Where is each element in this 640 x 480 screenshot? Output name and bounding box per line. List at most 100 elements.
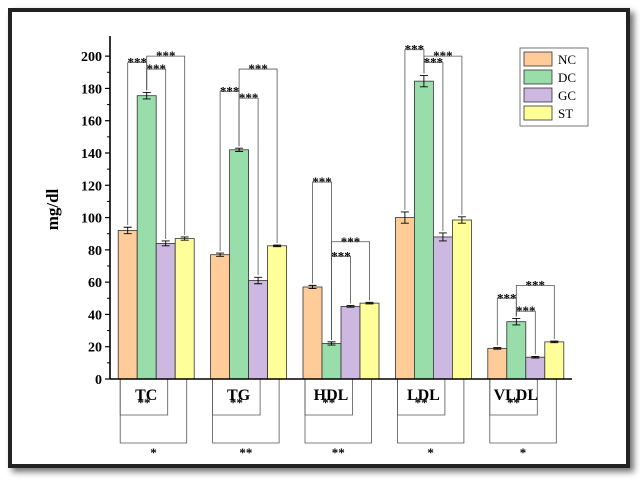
significance-bracket-above [238, 68, 278, 244]
legend-swatch-nc [523, 51, 553, 67]
error-bars-layer [123, 75, 559, 359]
significance-label: *** [526, 277, 546, 292]
significance-bracket-below [212, 379, 280, 444]
bar-gc-ldl [432, 236, 453, 380]
y-tick-label: 100 [81, 212, 102, 227]
significance-bracket-above [146, 55, 186, 235]
error-bar-nc-hdl [308, 284, 317, 290]
bar-st-hdl [359, 302, 380, 380]
bar-st-tc [174, 238, 195, 380]
significance-label: * [427, 445, 434, 460]
error-bar-dc-tc [142, 92, 151, 100]
legend-label-nc: NC [558, 52, 576, 67]
bar-st-ldl [451, 219, 472, 380]
bar-dc-tg [229, 149, 250, 380]
significance-label: *** [220, 84, 240, 99]
legend-label-dc: DC [558, 70, 576, 85]
bar-nc-vldl [487, 347, 508, 380]
error-bar-nc-tg [216, 252, 225, 257]
error-bar-gc-ldl [438, 232, 447, 242]
legend-label-st: ST [558, 106, 573, 121]
error-bar-st-tc [180, 236, 189, 241]
x-tick-label-vldl: VLDL [494, 387, 538, 404]
significance-label: *** [497, 290, 517, 305]
error-bar-gc-tg [254, 276, 263, 285]
significance-label: ** [137, 395, 150, 410]
error-bar-gc-vldl [531, 355, 540, 359]
y-tick-label: 0 [95, 373, 102, 388]
significance-bracket-above [331, 241, 370, 340]
bar-nc-ldl [394, 217, 415, 380]
significance-label: ** [230, 395, 243, 410]
bar-gc-hdl [340, 305, 361, 380]
significance-label: *** [405, 42, 425, 57]
significance-label: ** [332, 445, 345, 460]
bar-nc-tc [117, 230, 138, 380]
y-tick-label: 20 [88, 341, 102, 356]
x-tick-label-tc: TC [135, 387, 157, 404]
chart-frame: *** *** *** *** *** *** *** *** *** *** *** *** *** *… [8, 8, 630, 468]
error-bar-dc-vldl [512, 318, 521, 326]
significance-label: *** [248, 61, 268, 76]
significance-label: * [520, 445, 527, 460]
significance-bracket-below [119, 379, 188, 444]
legend-swatch-dc [523, 69, 553, 85]
bar-dc-ldl [413, 80, 434, 380]
significance-bracket-below [304, 379, 372, 444]
legend-label-gc: GC [558, 88, 576, 103]
significance-label: *** [156, 48, 176, 63]
significance-label: ** [322, 395, 335, 410]
y-tick-label: 80 [88, 244, 102, 259]
y-tick-label: 160 [81, 115, 102, 130]
error-bar-nc-vldl [493, 347, 502, 350]
significance-bracket-below [489, 379, 557, 444]
significance-label: *** [341, 234, 361, 249]
bar-dc-hdl [321, 343, 342, 380]
y-tick-label: 200 [81, 50, 102, 65]
bar-st-tg [267, 245, 288, 380]
error-bar-dc-ldl [419, 75, 428, 88]
significance-label: ** [507, 395, 520, 410]
error-bar-gc-tc [161, 240, 170, 247]
significance-label: ** [415, 395, 428, 410]
error-bar-dc-hdl [327, 341, 336, 346]
error-bar-st-tg [273, 244, 282, 248]
y-tick-label: 120 [81, 179, 102, 194]
y-tick-label: 40 [88, 308, 102, 323]
axes-layer: 0 20 40 60 80 100 120 140 160 180 200 TC TG HDL LDL VLD… [81, 36, 572, 404]
bar-gc-tg [248, 280, 269, 380]
y-axis-label: mg/dl [43, 188, 62, 230]
y-tick-label: 140 [81, 147, 102, 162]
error-bar-gc-hdl [346, 305, 355, 308]
y-tick-label: 60 [88, 276, 102, 291]
bar-dc-vldl [506, 321, 527, 380]
error-bar-st-hdl [365, 301, 374, 305]
significance-label: *** [331, 248, 351, 263]
significance-layer: *** ********* ****************************… [119, 42, 557, 460]
error-bar-nc-ldl [400, 211, 409, 224]
legend: NC DC GC ST [519, 47, 589, 127]
bar-dc-tc [136, 95, 157, 380]
significance-label: *** [239, 90, 259, 105]
bar-st-vldl [544, 341, 565, 380]
bar-nc-hdl [302, 286, 323, 380]
significance-label: ** [239, 445, 252, 460]
bar-chart: *** ********* ****************************… [43, 36, 589, 460]
significance-label: *** [146, 61, 166, 76]
significance-label: *** [424, 55, 444, 70]
bar-gc-vldl [525, 356, 546, 380]
bar-gc-tc [155, 242, 176, 380]
significance-label: *** [433, 48, 453, 63]
x-tick-label-hdl: HDL [314, 387, 349, 404]
significance-label: *** [312, 174, 332, 189]
error-bar-nc-tc [123, 226, 132, 235]
y-tick-label: 180 [81, 82, 102, 97]
error-bar-st-ldl [457, 216, 466, 224]
legend-swatch-gc [523, 87, 553, 103]
legend-swatch-st [523, 105, 553, 121]
error-bar-st-vldl [550, 340, 559, 344]
significance-label: *** [127, 55, 147, 70]
significance-bracket-above [423, 55, 463, 215]
significance-bracket-above [515, 284, 555, 340]
x-tick-label-ldl: LDL [407, 387, 440, 404]
